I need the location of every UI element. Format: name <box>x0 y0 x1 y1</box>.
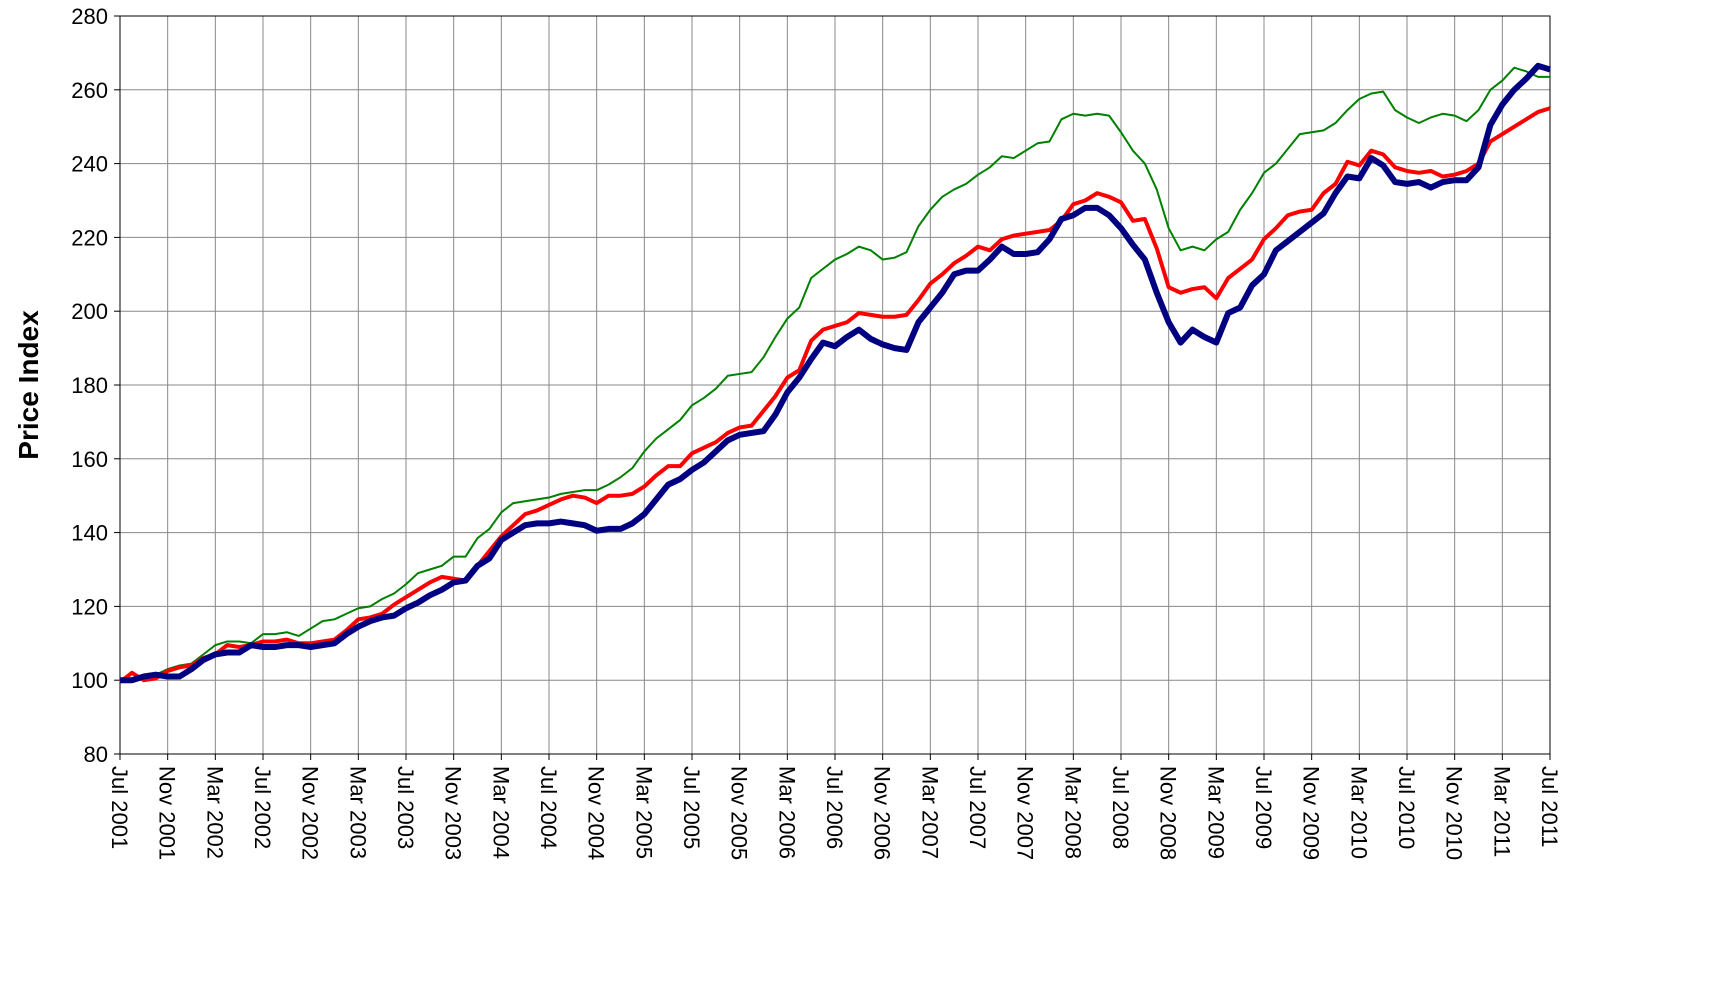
x-tick-label: Nov 2009 <box>1299 766 1324 860</box>
x-tick-label: Mar 2004 <box>488 766 513 859</box>
x-tick-label: Jul 2004 <box>536 766 561 849</box>
y-tick-label: 140 <box>71 521 108 546</box>
x-tick-label: Jul 2003 <box>393 766 418 849</box>
x-tick-label: Jul 2007 <box>965 766 990 849</box>
x-tick-label: Nov 2005 <box>727 766 752 860</box>
x-tick-label: Mar 2008 <box>1060 766 1085 859</box>
series-line <box>119 66 1550 682</box>
series-line <box>120 62 1551 684</box>
x-tick-label: Jul 2008 <box>1108 766 1133 849</box>
series-line <box>118 106 1551 684</box>
y-tick-label: 280 <box>71 4 108 29</box>
x-tick-label: Nov 2001 <box>155 766 180 860</box>
y-axis-label: Price Index <box>13 310 44 460</box>
x-tick-label: Mar 2007 <box>917 766 942 859</box>
x-tick-label: Jul 2006 <box>822 766 847 849</box>
plot-frame <box>119 15 1551 755</box>
y-tick-label: 220 <box>71 225 108 250</box>
x-tick-label: Nov 2007 <box>1013 766 1038 860</box>
x-tick-label: Nov 2008 <box>1156 766 1181 860</box>
x-tick-label: Nov 2004 <box>584 766 609 860</box>
x-tick-label: Jul 2010 <box>1394 766 1419 849</box>
x-tick-label: Mar 2003 <box>345 766 370 859</box>
x-tick-label: Mar 2002 <box>202 766 227 859</box>
x-tick-label: Nov 2010 <box>1442 766 1467 860</box>
x-tick-label: Nov 2006 <box>870 766 895 860</box>
x-tick-label: Mar 2011 <box>1489 766 1514 857</box>
x-tick-label: Nov 2002 <box>298 766 323 860</box>
x-tick-label: Jul 2001 <box>107 766 132 849</box>
y-tick-label: 260 <box>71 78 108 103</box>
y-tick-label: 120 <box>71 594 108 619</box>
y-tick-label: 240 <box>71 152 108 177</box>
x-tick-label: Jul 2002 <box>250 766 275 849</box>
y-tick-label: 200 <box>71 299 108 324</box>
x-tick-label: Mar 2009 <box>1203 766 1228 859</box>
x-tick-label: Jul 2011 <box>1537 766 1562 848</box>
x-tick-label: Mar 2006 <box>774 766 799 859</box>
x-tick-label: Mar 2010 <box>1346 766 1371 859</box>
x-tick-label: Jul 2009 <box>1251 766 1276 849</box>
y-tick-label: 180 <box>71 373 108 398</box>
y-tick-label: 80 <box>84 742 108 767</box>
y-tick-label: 160 <box>71 447 108 472</box>
x-tick-label: Jul 2005 <box>679 766 704 849</box>
y-tick-label: 100 <box>71 668 108 693</box>
x-tick-label: Nov 2003 <box>441 766 466 860</box>
x-tick-label: Mar 2005 <box>631 766 656 859</box>
